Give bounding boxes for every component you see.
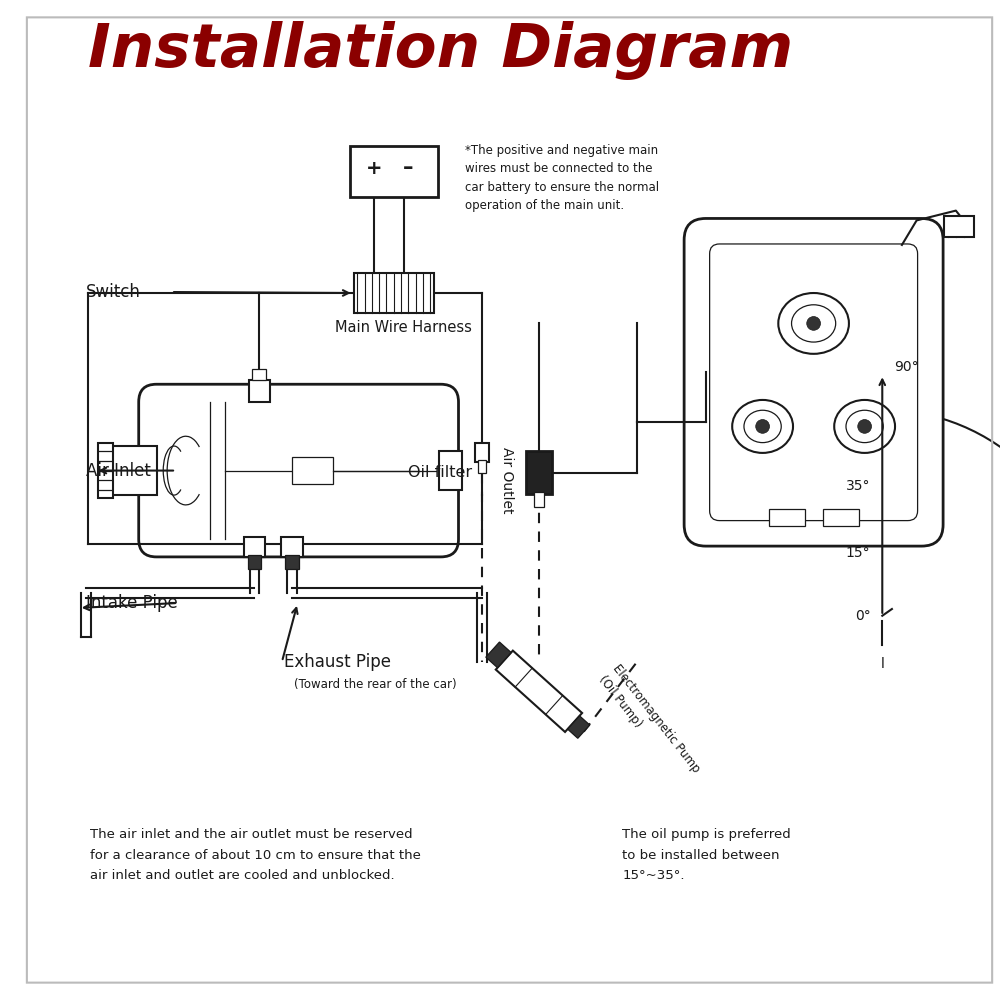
FancyBboxPatch shape (139, 384, 459, 557)
Text: Installation Diagram: Installation Diagram (88, 21, 793, 80)
Polygon shape (496, 651, 582, 732)
Bar (823, 509, 859, 526)
Text: +: + (366, 159, 382, 178)
Text: Exhaust Pipe: Exhaust Pipe (284, 653, 391, 671)
Ellipse shape (732, 400, 793, 453)
Polygon shape (486, 642, 511, 668)
Bar (112, 446, 157, 495)
Bar (252, 369, 266, 380)
Bar (534, 492, 544, 507)
Text: Air Inlet: Air Inlet (86, 462, 151, 480)
Text: 0°: 0° (855, 609, 871, 623)
FancyBboxPatch shape (684, 218, 943, 546)
Bar (350, 146, 438, 197)
Text: The oil pump is preferred
to be installed between
15°~35°.: The oil pump is preferred to be installe… (622, 828, 791, 882)
Text: (Toward the rear of the car): (Toward the rear of the car) (294, 678, 456, 691)
Bar (354, 273, 434, 313)
Text: Main Wire Harness: Main Wire Harness (335, 320, 472, 335)
Bar (475, 443, 489, 462)
Bar (285, 555, 299, 569)
Bar (244, 537, 265, 557)
Bar (478, 460, 486, 473)
Ellipse shape (834, 400, 895, 453)
Bar (526, 451, 552, 494)
Bar (769, 509, 805, 526)
Text: Air Outlet: Air Outlet (500, 447, 514, 514)
Text: 15°: 15° (846, 546, 871, 560)
Ellipse shape (846, 410, 883, 443)
Bar (98, 443, 113, 498)
Text: –: – (403, 158, 414, 178)
Circle shape (807, 317, 820, 330)
Circle shape (756, 420, 769, 433)
Ellipse shape (792, 305, 836, 342)
Text: Oil filter: Oil filter (408, 465, 472, 480)
Polygon shape (568, 716, 590, 738)
Bar (944, 216, 974, 237)
Bar (439, 451, 462, 490)
Text: The air inlet and the air outlet must be reserved
for a clearance of about 10 cm: The air inlet and the air outlet must be… (90, 828, 421, 882)
Circle shape (858, 420, 871, 433)
Ellipse shape (744, 410, 781, 443)
Text: *The positive and negative main
wires must be connected to the
car battery to en: *The positive and negative main wires mu… (465, 144, 659, 212)
Text: 90°: 90° (894, 360, 919, 374)
Text: Switch: Switch (86, 283, 141, 301)
Text: Intake Pipe: Intake Pipe (86, 594, 177, 612)
FancyBboxPatch shape (710, 244, 918, 521)
Text: l: l (880, 657, 884, 671)
Bar (249, 380, 270, 402)
Bar (248, 555, 261, 569)
Text: 35°: 35° (846, 479, 871, 493)
Bar (292, 457, 333, 484)
Text: Electromagnetic Pump
(Oil Pump): Electromagnetic Pump (Oil Pump) (596, 662, 702, 786)
Bar (281, 537, 303, 557)
Ellipse shape (778, 293, 849, 354)
